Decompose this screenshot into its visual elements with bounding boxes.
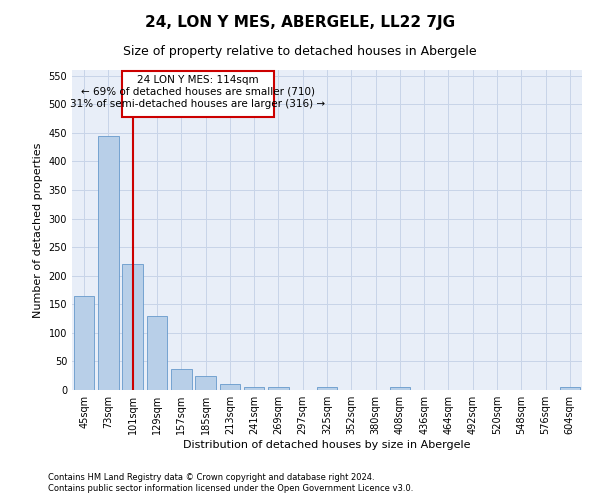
Text: 24 LON Y MES: 114sqm: 24 LON Y MES: 114sqm	[137, 74, 259, 85]
Text: ← 69% of detached houses are smaller (710): ← 69% of detached houses are smaller (71…	[80, 86, 314, 97]
Bar	[244, 387, 265, 390]
Bar	[74, 296, 94, 390]
Y-axis label: Number of detached properties: Number of detached properties	[33, 142, 43, 318]
Bar	[122, 264, 143, 390]
Bar	[268, 387, 289, 390]
Bar	[389, 387, 410, 390]
Text: 31% of semi-detached houses are larger (316) →: 31% of semi-detached houses are larger (…	[70, 98, 325, 108]
Text: Contains public sector information licensed under the Open Government Licence v3: Contains public sector information licen…	[48, 484, 413, 493]
Bar	[171, 369, 191, 390]
Text: Size of property relative to detached houses in Abergele: Size of property relative to detached ho…	[123, 45, 477, 58]
Bar	[146, 316, 167, 390]
Text: Contains HM Land Registry data © Crown copyright and database right 2024.: Contains HM Land Registry data © Crown c…	[48, 472, 374, 482]
Bar	[195, 376, 216, 390]
Text: 24, LON Y MES, ABERGELE, LL22 7JG: 24, LON Y MES, ABERGELE, LL22 7JG	[145, 15, 455, 30]
FancyBboxPatch shape	[122, 71, 274, 117]
Bar	[317, 387, 337, 390]
X-axis label: Distribution of detached houses by size in Abergele: Distribution of detached houses by size …	[183, 440, 471, 450]
Bar	[220, 384, 240, 390]
Bar	[98, 136, 119, 390]
Bar	[560, 387, 580, 390]
